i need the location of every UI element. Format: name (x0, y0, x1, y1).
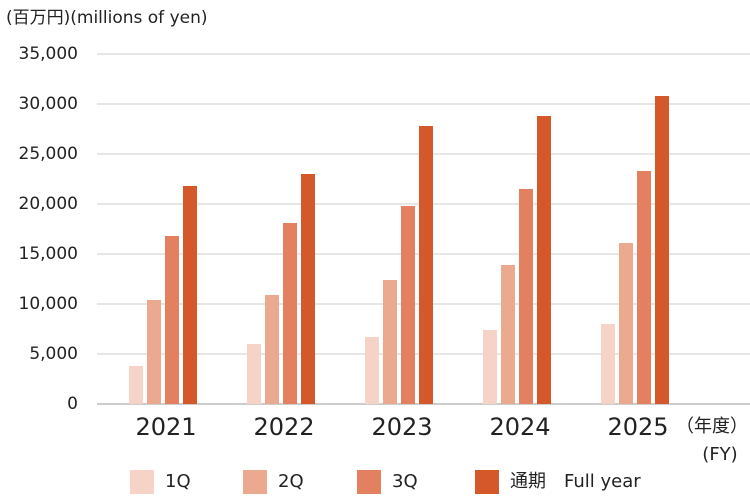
bar (619, 243, 633, 404)
legend-label: 通期 Full year (510, 471, 641, 492)
bar (365, 337, 379, 404)
bar (601, 324, 615, 404)
bar (537, 116, 551, 404)
bar (655, 96, 669, 404)
bar (483, 330, 497, 404)
bar (637, 171, 651, 404)
x-axis-label: （年度） (676, 416, 748, 437)
bar (501, 265, 515, 404)
bar (401, 206, 415, 404)
bar (383, 280, 397, 404)
bar (519, 189, 533, 404)
legend-label: 2Q (278, 471, 304, 492)
y-tick-label: 30,000 (19, 94, 78, 114)
bar (265, 295, 279, 404)
x-axis-label: (FY) (702, 444, 737, 465)
y-tick-label: 0 (67, 394, 78, 414)
x-tick-label: 2025 (607, 413, 668, 441)
legend-label: 1Q (165, 471, 191, 492)
x-tick-label: 2024 (489, 413, 550, 441)
bar (283, 223, 297, 404)
bar (129, 366, 143, 404)
legend-swatch (243, 470, 267, 494)
legend-swatch (475, 470, 499, 494)
chart-title: (百万円)(millions of yen) (6, 8, 208, 28)
legend-swatch (130, 470, 154, 494)
y-tick-label: 35,000 (19, 44, 78, 64)
bar (247, 344, 261, 404)
bar (419, 126, 433, 404)
bar (165, 236, 179, 404)
y-tick-label: 15,000 (19, 244, 78, 264)
bar (301, 174, 315, 404)
x-tick-label: 2022 (253, 413, 314, 441)
legend-swatch (357, 470, 381, 494)
bar (183, 186, 197, 404)
legend-label: 3Q (392, 471, 418, 492)
y-tick-label: 25,000 (19, 144, 78, 164)
y-tick-label: 20,000 (19, 194, 78, 214)
y-tick-label: 10,000 (19, 294, 78, 314)
x-tick-label: 2021 (135, 413, 196, 441)
x-tick-label: 2023 (371, 413, 432, 441)
y-tick-label: 5,000 (29, 344, 78, 364)
bar (147, 300, 161, 404)
